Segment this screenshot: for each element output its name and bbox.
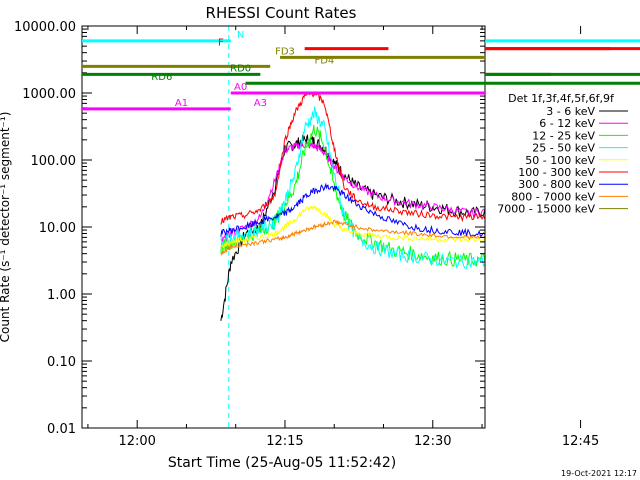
series-line bbox=[220, 90, 485, 225]
y-tick-label: 10.00 bbox=[39, 221, 76, 236]
x-axis-label: Start Time (25-Aug-05 11:52:42) bbox=[168, 455, 396, 471]
series-line bbox=[220, 106, 485, 269]
x-tick-label: 12:15 bbox=[266, 434, 303, 449]
y-tick-label: 0.01 bbox=[47, 422, 76, 437]
legend-entry-label: 50 - 100 keV bbox=[525, 154, 595, 167]
legend-entry-label: 800 - 7000 keV bbox=[511, 190, 595, 203]
y-axis-label: Count Rate (s⁻¹ detector⁻¹ segment⁻¹) bbox=[0, 112, 12, 343]
legend-entry-label: 100 - 300 keV bbox=[518, 166, 595, 179]
state-bar-label: A1 bbox=[175, 98, 188, 109]
state-bar-label: A3 bbox=[254, 98, 267, 109]
state-bar-label: FD3 bbox=[275, 46, 295, 57]
state-bars: N F FD3 FD4 RD0 RD6 A0 A1 A3 bbox=[82, 30, 640, 111]
y-tick-label: 100.00 bbox=[31, 154, 77, 169]
legend-entry-label: 3 - 6 keV bbox=[546, 105, 595, 118]
state-bar-label: N bbox=[237, 30, 244, 41]
legend-entry-label: 25 - 50 keV bbox=[532, 142, 595, 155]
legend-entry-label: 300 - 800 keV bbox=[518, 178, 595, 191]
series-line bbox=[220, 203, 485, 249]
state-bar-label: FD4 bbox=[314, 55, 334, 66]
legend-entry-label: 6 - 12 keV bbox=[539, 117, 595, 130]
legend-entry-label: 12 - 25 keV bbox=[532, 129, 595, 142]
series-line bbox=[220, 140, 485, 244]
state-bar-label: RD0 bbox=[230, 63, 251, 74]
axes: 12:0012:1512:3012:4513:0013:1513:3010000… bbox=[14, 20, 599, 449]
state-bar-label: A0 bbox=[234, 82, 247, 93]
y-tick-label: 1000.00 bbox=[22, 87, 76, 102]
legend-title: Det 1f,3f,4f,5f,6f,9f bbox=[508, 92, 615, 105]
chart-title: RHESSI Count Rates bbox=[206, 4, 357, 22]
legend-entry-label: 7000 - 15000 keV bbox=[497, 203, 595, 216]
state-bar-label: F bbox=[218, 38, 224, 49]
state-bar-label: RD6 bbox=[151, 72, 172, 83]
x-tick-label: 12:45 bbox=[562, 434, 599, 449]
x-tick-label: 12:30 bbox=[414, 434, 451, 449]
series-line bbox=[220, 125, 485, 267]
x-tick-label: 12:00 bbox=[118, 434, 155, 449]
series-line bbox=[220, 182, 485, 239]
plot-area bbox=[82, 26, 485, 428]
y-tick-label: 10000.00 bbox=[14, 20, 76, 35]
timestamp: 19-Oct-2021 12:17 bbox=[561, 469, 637, 478]
series-line bbox=[220, 219, 485, 256]
y-tick-label: 1.00 bbox=[47, 288, 76, 303]
y-tick-label: 0.10 bbox=[47, 355, 76, 370]
